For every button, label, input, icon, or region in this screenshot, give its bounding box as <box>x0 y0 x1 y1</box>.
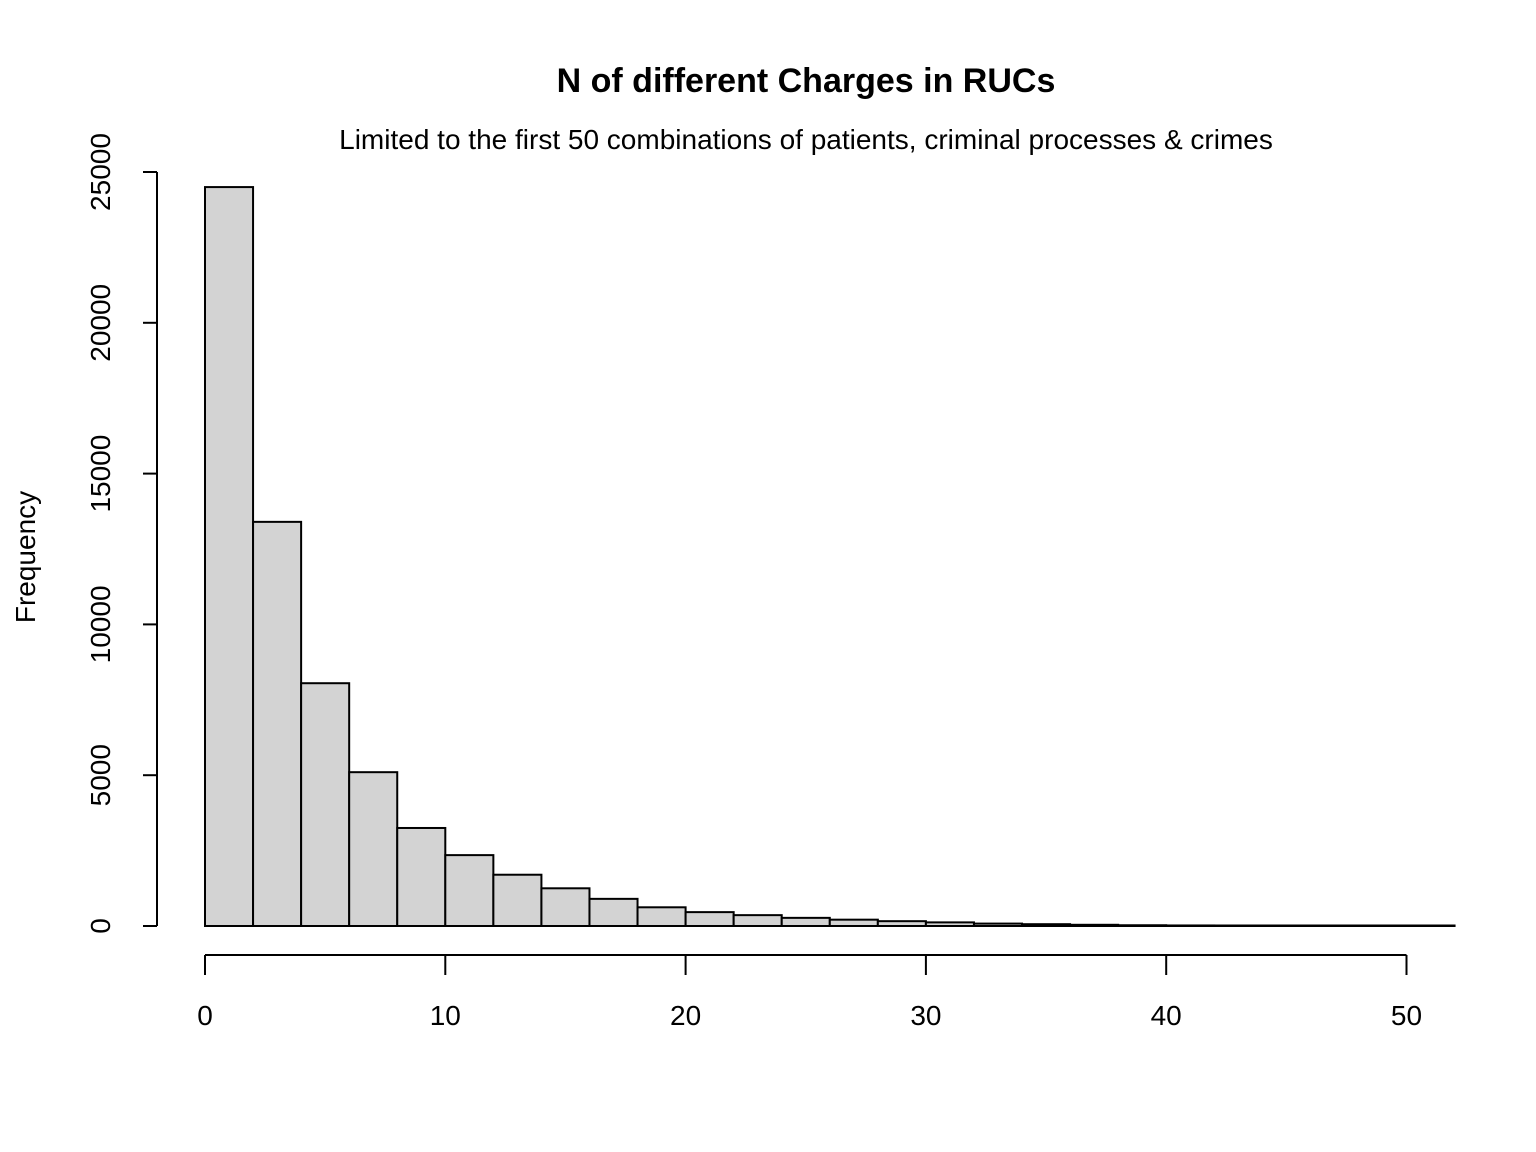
histogram-bar <box>684 911 735 928</box>
histogram-bar <box>444 854 495 928</box>
histogram-bar <box>300 682 351 927</box>
histogram-bar <box>492 873 543 928</box>
y-tick-label: 0 <box>85 918 116 934</box>
histogram-bar <box>204 186 255 927</box>
histogram-bar <box>252 520 303 928</box>
histogram-bar <box>636 906 687 927</box>
x-tick-label: 0 <box>197 1000 213 1031</box>
chart-subtitle: Limited to the first 50 combinations of … <box>339 124 1273 155</box>
x-tick-label: 10 <box>430 1000 461 1031</box>
y-tick-label: 5000 <box>85 744 116 806</box>
histogram-bar <box>780 916 831 928</box>
y-tick-label: 10000 <box>85 585 116 663</box>
x-tick-label: 50 <box>1391 1000 1422 1031</box>
histogram-bar <box>732 914 783 927</box>
bars-group <box>204 186 1456 928</box>
x-tick-label: 40 <box>1151 1000 1182 1031</box>
x-tick-label: 20 <box>670 1000 701 1031</box>
chart-title: N of different Charges in RUCs <box>557 62 1056 100</box>
histogram-bar <box>588 897 639 928</box>
y-tick-label: 25000 <box>85 133 116 211</box>
x-tick-label: 30 <box>910 1000 941 1031</box>
histogram-bar <box>396 826 447 927</box>
y-axis-label: Frequency <box>10 491 41 623</box>
histogram-bar <box>540 887 591 927</box>
histogram-bar <box>348 771 399 928</box>
y-tick-label: 15000 <box>85 435 116 513</box>
y-tick-label: 20000 <box>85 284 116 362</box>
x-axis: 0 10 20 30 40 50 <box>197 954 1422 1031</box>
y-axis: 0 5000 10000 15000 20000 25000 <box>85 133 158 934</box>
